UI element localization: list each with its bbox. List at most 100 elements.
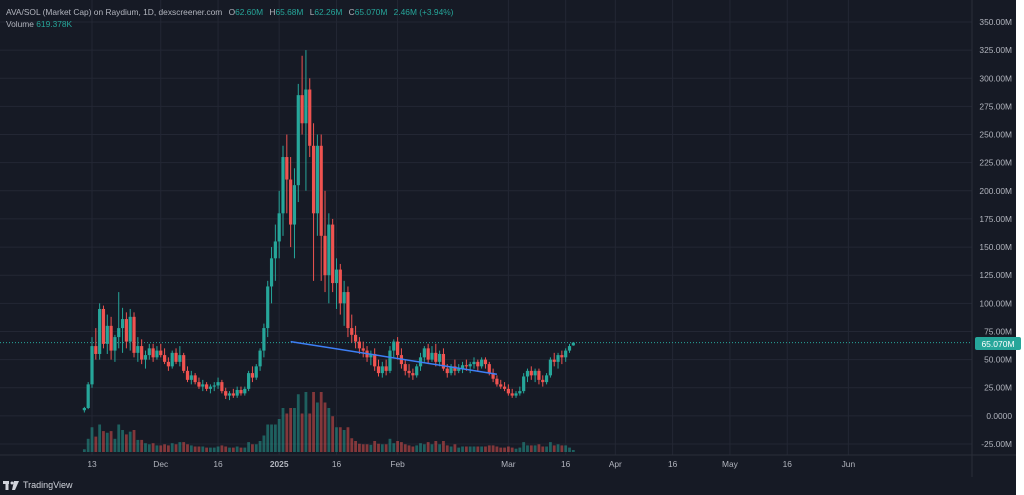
- volume-header: Volume 619.378K: [6, 19, 72, 29]
- tradingview-brand[interactable]: TradingView: [3, 480, 73, 490]
- y-tick-label: 100.00M: [979, 298, 1012, 308]
- candle-body: [541, 379, 545, 383]
- candle-body: [422, 348, 426, 358]
- volume-bar: [174, 444, 178, 452]
- volume-bar: [422, 444, 426, 452]
- volume-bar: [415, 445, 419, 452]
- volume-bar: [338, 427, 342, 452]
- high-value: 65.68M: [275, 7, 304, 17]
- candle-body: [170, 352, 174, 367]
- volume-bar: [377, 443, 380, 452]
- candle-body: [90, 346, 94, 385]
- volume-bar: [163, 444, 166, 452]
- candle-body: [109, 325, 113, 351]
- candle-body: [369, 353, 373, 358]
- volume-bar: [526, 445, 529, 452]
- candle-body: [438, 353, 442, 362]
- candle-body: [460, 365, 465, 369]
- candle-body: [273, 241, 277, 259]
- candle-body: [415, 366, 419, 376]
- y-tick-label: 175.00M: [979, 214, 1012, 224]
- volume-bar: [495, 446, 499, 452]
- candle-body: [247, 373, 251, 389]
- x-tick-label: 16: [668, 459, 678, 469]
- y-tick-label: 50.00M: [984, 355, 1012, 365]
- candle-body: [453, 366, 457, 371]
- volume-bar: [354, 441, 357, 452]
- candle-body: [208, 386, 213, 389]
- candle-body: [518, 391, 522, 394]
- candle-body: [155, 350, 159, 358]
- candle-body: [277, 213, 281, 242]
- volume-bar: [90, 427, 94, 452]
- candle-body: [178, 355, 182, 362]
- volume-bar: [178, 442, 182, 452]
- candle-body: [544, 375, 549, 383]
- open-label: O: [228, 7, 236, 17]
- volume-bar: [151, 443, 155, 452]
- volume-bar: [147, 444, 151, 452]
- volume-bar: [121, 430, 124, 452]
- volume-bar: [308, 413, 312, 452]
- candle-body: [441, 353, 446, 369]
- volume-bar: [480, 446, 484, 452]
- candle-body: [571, 342, 575, 346]
- y-tick-label: 300.00M: [979, 73, 1012, 83]
- volume-bar: [182, 442, 186, 452]
- candle-body: [327, 224, 331, 276]
- chart-area[interactable]: 350.00M 325.00M 300.00M 275.00M 250.00M 225.0…: [0, 0, 1016, 477]
- candle-body: [258, 350, 262, 367]
- volume-bar: [273, 424, 277, 452]
- volume-bar: [98, 424, 102, 452]
- close-value: 65.070M: [354, 7, 388, 17]
- volume-bar: [369, 444, 373, 452]
- volume-bar: [556, 444, 560, 452]
- y-tick-label: 225.00M: [979, 158, 1012, 168]
- volume-bar: [468, 446, 472, 452]
- chart-canvas[interactable]: 350.00M 325.00M 300.00M 275.00M 250.00M 225.0…: [0, 0, 1016, 477]
- volume-bar: [193, 446, 197, 452]
- volume-bar: [564, 445, 568, 452]
- candle-body: [201, 384, 205, 387]
- candle-body: [502, 386, 507, 389]
- volume-bar: [262, 435, 266, 452]
- volume-bar: [285, 413, 289, 452]
- candle-body: [346, 292, 350, 329]
- candle-body: [331, 224, 335, 284]
- candle-body: [136, 346, 140, 353]
- candle-body: [113, 337, 117, 351]
- volume-bar: [289, 408, 293, 452]
- candle-body: [262, 328, 266, 351]
- candle-body: [468, 364, 472, 367]
- volume-bar: [522, 442, 526, 452]
- candle-body: [376, 366, 381, 374]
- candle-body: [495, 378, 499, 385]
- candle-body: [224, 391, 228, 396]
- low-label: L: [309, 7, 315, 17]
- x-tick-label: Feb: [390, 459, 405, 469]
- candle-body: [514, 393, 518, 396]
- candle-body: [480, 359, 484, 367]
- y-tick-label: 25.00M: [984, 383, 1012, 393]
- y-tick-label: 75.00M: [984, 326, 1012, 336]
- x-tick-label: Apr: [609, 459, 622, 469]
- volume-bar: [491, 445, 495, 452]
- candle-body: [510, 393, 514, 396]
- low-value: 62.26M: [314, 7, 343, 17]
- volume-bar: [529, 445, 533, 452]
- candle-body: [292, 185, 297, 225]
- candle-body: [189, 375, 193, 380]
- volume-bar: [144, 443, 147, 452]
- x-tick-label: 16: [561, 459, 571, 469]
- volume-bar: [117, 424, 121, 452]
- candle-body: [162, 355, 167, 362]
- y-tick-label: 325.00M: [979, 45, 1012, 55]
- candle-body: [445, 368, 449, 374]
- candle-body: [174, 352, 178, 362]
- volume-bar: [392, 443, 396, 452]
- candle-body: [285, 157, 289, 180]
- tradingview-logo-icon: [3, 480, 19, 490]
- volume-bar: [434, 441, 438, 452]
- last-price-badge: 65.070M: [975, 337, 1021, 350]
- volume-bar: [277, 419, 281, 452]
